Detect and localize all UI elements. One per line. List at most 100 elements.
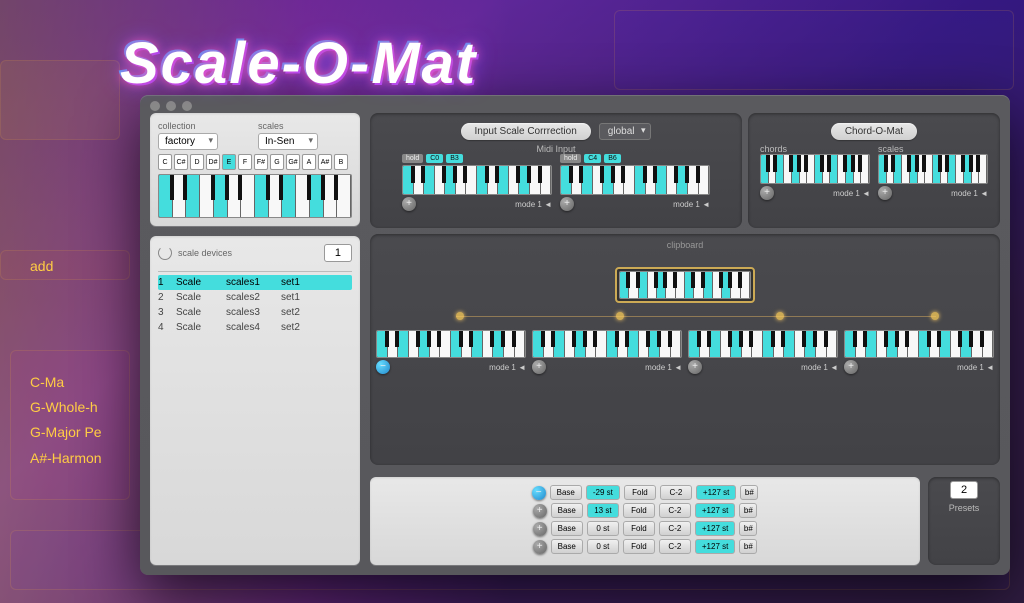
base-button[interactable]: Base xyxy=(551,521,583,536)
refresh-icon[interactable] xyxy=(158,246,172,260)
note-button-F[interactable]: F xyxy=(238,154,252,170)
note-button-D[interactable]: D xyxy=(190,154,204,170)
midi-kbd-left: holdC0B3 + mode 1 ◄ xyxy=(402,154,552,211)
fold-button[interactable]: Fold xyxy=(623,503,655,518)
routing-section: clipboard − mode 1 ◄ + mode 1 ◄ + mode 1 ◄ + mo… xyxy=(370,234,1000,465)
note-button-B[interactable]: B xyxy=(334,154,348,170)
output-slot-2: + mode 1 ◄ xyxy=(532,330,682,390)
param-toggle[interactable]: + xyxy=(533,540,547,554)
midi-input-label: Midi Input xyxy=(376,144,736,154)
range-tag[interactable]: hold xyxy=(560,154,581,163)
keyboard-widget[interactable] xyxy=(560,165,710,195)
input-correction-button[interactable]: Input Scale Corrrection xyxy=(461,123,591,140)
flat-sharp-button[interactable]: b# xyxy=(739,503,757,518)
mode-label[interactable]: mode 1 ◄ xyxy=(951,189,988,198)
note-value[interactable]: C-2 xyxy=(659,503,691,518)
semitone-value[interactable]: 0 st xyxy=(587,521,619,536)
add-button[interactable]: + xyxy=(760,186,774,200)
keyboard-widget[interactable] xyxy=(878,154,988,184)
mode-label[interactable]: mode 1 ◄ xyxy=(833,189,870,198)
presets-label: Presets xyxy=(949,503,980,513)
clipboard-label: clipboard xyxy=(667,240,704,250)
presets-count[interactable]: 2 xyxy=(950,481,978,499)
note-button-D#[interactable]: D# xyxy=(206,154,220,170)
semitone-value[interactable]: 0 st xyxy=(587,539,619,554)
note-button-F#[interactable]: F# xyxy=(254,154,268,170)
chord-o-mat-section: Chord-O-Mat chords + mode 1 ◄ scales xyxy=(748,113,1000,228)
remove-button[interactable]: − xyxy=(376,360,390,374)
keyboard-widget[interactable] xyxy=(376,330,526,358)
flat-sharp-button[interactable]: b# xyxy=(740,485,758,500)
add-button[interactable]: + xyxy=(688,360,702,374)
keyboard-widget[interactable] xyxy=(688,330,838,358)
semitone-value[interactable]: -29 st xyxy=(586,485,620,500)
max-value[interactable]: +127 st xyxy=(695,521,735,536)
collection-dropdown[interactable]: factory xyxy=(158,133,218,150)
base-button[interactable]: Base xyxy=(550,485,582,500)
devices-table: 1Scalescales1set12Scalescales2set13Scale… xyxy=(158,268,352,335)
scale-keyboard[interactable] xyxy=(158,174,352,218)
param-toggle[interactable]: + xyxy=(533,504,547,518)
param-row: + Base 0 st Fold C-2 +127 st b# xyxy=(378,521,912,536)
device-row[interactable]: 4Scalescales4set2 xyxy=(158,320,352,335)
chord-kbd-scales: scales + mode 1 ◄ xyxy=(878,144,988,200)
mode-label[interactable]: mode 1 ◄ xyxy=(957,363,994,372)
max-value[interactable]: +127 st xyxy=(696,485,736,500)
note-button-C#[interactable]: C# xyxy=(174,154,188,170)
add-button[interactable]: + xyxy=(402,197,416,211)
window-controls[interactable] xyxy=(150,101,192,111)
fold-button[interactable]: Fold xyxy=(623,539,655,554)
keyboard-widget[interactable] xyxy=(532,330,682,358)
app-title: Scale-O-Mat xyxy=(120,30,477,97)
range-tag[interactable]: C4 xyxy=(584,154,601,163)
add-button[interactable]: + xyxy=(560,197,574,211)
note-button-G[interactable]: G xyxy=(270,154,284,170)
mode-label[interactable]: mode 1 ◄ xyxy=(801,363,838,372)
flat-sharp-button[interactable]: b# xyxy=(739,539,757,554)
output-slot-1: − mode 1 ◄ xyxy=(376,330,526,390)
device-row[interactable]: 1Scalescales1set1 xyxy=(158,275,352,290)
mode-label[interactable]: mode 1 ◄ xyxy=(489,363,526,372)
correction-mode-dropdown[interactable]: global xyxy=(599,123,652,140)
max-value[interactable]: +127 st xyxy=(695,539,735,554)
note-button-C[interactable]: C xyxy=(158,154,172,170)
note-button-E[interactable]: E xyxy=(222,154,236,170)
add-button[interactable]: + xyxy=(844,360,858,374)
base-button[interactable]: Base xyxy=(551,503,583,518)
note-button-G#[interactable]: G# xyxy=(286,154,300,170)
fold-button[interactable]: Fold xyxy=(624,485,656,500)
semitone-value[interactable]: 13 st xyxy=(587,503,619,518)
note-value[interactable]: C-2 xyxy=(659,539,691,554)
scales-dropdown[interactable]: In-Sen xyxy=(258,133,318,150)
param-toggle[interactable]: + xyxy=(533,522,547,536)
add-button[interactable]: + xyxy=(532,360,546,374)
range-tag[interactable]: B6 xyxy=(604,154,621,163)
devices-count[interactable]: 1 xyxy=(324,244,352,262)
note-button-A[interactable]: A xyxy=(302,154,316,170)
note-value[interactable]: C-2 xyxy=(660,485,692,500)
keyboard-widget[interactable] xyxy=(402,165,552,195)
note-button-A#[interactable]: A# xyxy=(318,154,332,170)
fold-button[interactable]: Fold xyxy=(623,521,655,536)
chord-o-mat-button[interactable]: Chord-O-Mat xyxy=(831,123,917,140)
device-row[interactable]: 2Scalescales2set1 xyxy=(158,290,352,305)
base-button[interactable]: Base xyxy=(551,539,583,554)
device-row[interactable]: 3Scalescales3set2 xyxy=(158,305,352,320)
flat-sharp-button[interactable]: b# xyxy=(739,521,757,536)
max-value[interactable]: +127 st xyxy=(695,503,735,518)
param-toggle[interactable]: − xyxy=(532,486,546,500)
mode-label[interactable]: mode 1 ◄ xyxy=(515,200,552,209)
devices-label: scale devices xyxy=(178,248,232,258)
note-value[interactable]: C-2 xyxy=(659,521,691,536)
keyboard-widget[interactable] xyxy=(760,154,870,184)
range-tag[interactable]: hold xyxy=(402,154,423,163)
clipboard-keyboard[interactable] xyxy=(615,267,755,303)
output-slot-4: + mode 1 ◄ xyxy=(844,330,994,390)
param-row: + Base 0 st Fold C-2 +127 st b# xyxy=(378,539,912,554)
mode-label[interactable]: mode 1 ◄ xyxy=(673,200,710,209)
add-button[interactable]: + xyxy=(878,186,892,200)
range-tag[interactable]: B3 xyxy=(446,154,463,163)
range-tag[interactable]: C0 xyxy=(426,154,443,163)
mode-label[interactable]: mode 1 ◄ xyxy=(645,363,682,372)
keyboard-widget[interactable] xyxy=(844,330,994,358)
